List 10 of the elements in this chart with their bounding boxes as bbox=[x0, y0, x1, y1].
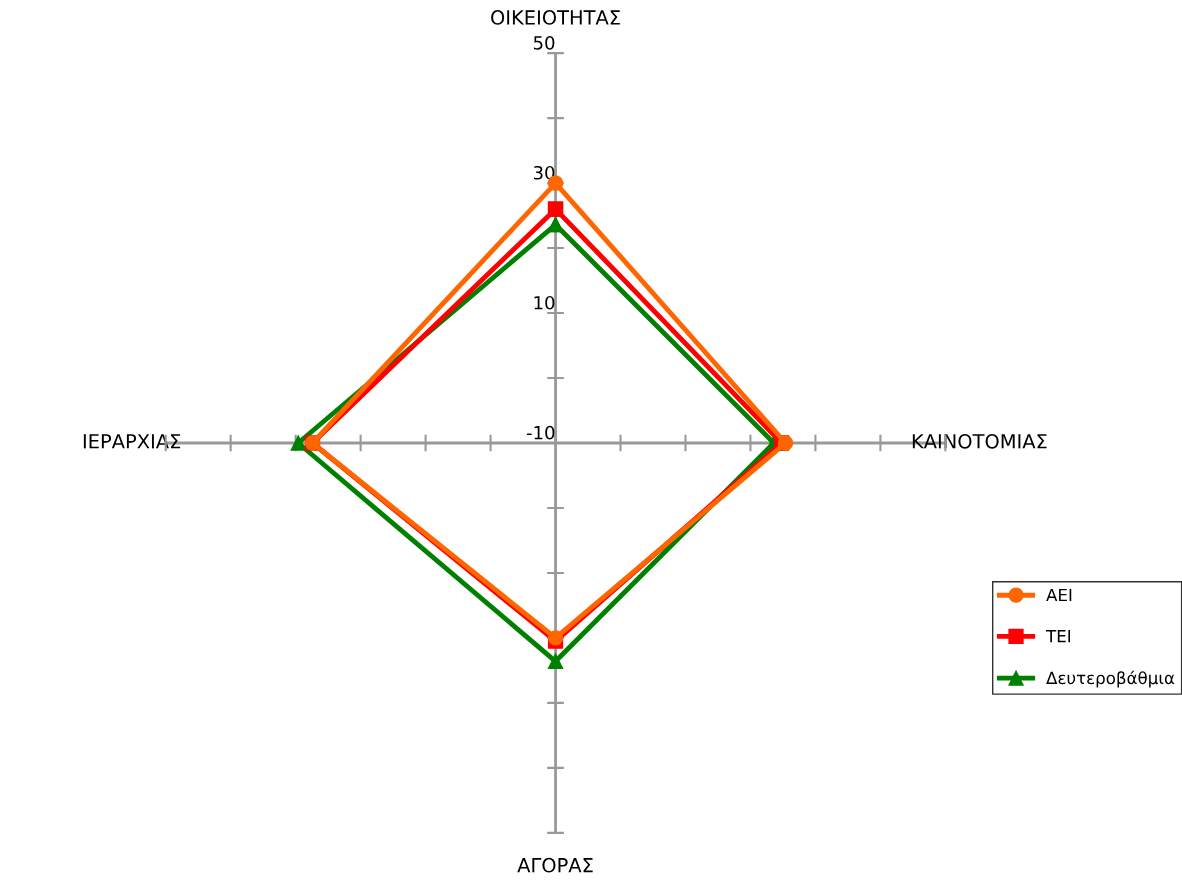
y-tick-label: 50 bbox=[533, 36, 555, 50]
spoke-label: ΑΓΟΡΑΣ bbox=[517, 857, 593, 873]
spoke-label: ΚΑΙΝΟΤΟΜΙΑΣ bbox=[912, 433, 1047, 449]
legend-label: Δευτεροβάθμια bbox=[1046, 670, 1175, 688]
spoke-label: ΙΕΡΑΡΧΙΑΣ bbox=[83, 434, 181, 449]
spoke-label: ΟΙΚΕΙΟΤΗΤΑΣ bbox=[491, 10, 620, 25]
legend-label: ΑΕΙ bbox=[1046, 588, 1072, 602]
legend-label: ΤΕΙ bbox=[1045, 630, 1071, 643]
y-tick-label: 10 bbox=[534, 295, 555, 310]
y-tick-label: -10 bbox=[526, 425, 555, 440]
